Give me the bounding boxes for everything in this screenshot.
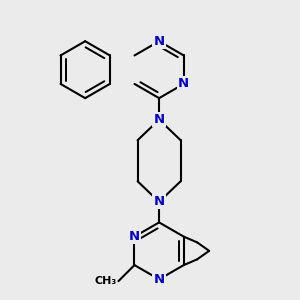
Text: N: N (154, 273, 165, 286)
Text: N: N (178, 77, 189, 90)
Text: N: N (129, 230, 140, 243)
Text: N: N (154, 195, 165, 208)
Text: N: N (154, 35, 165, 48)
Text: N: N (154, 113, 165, 126)
Text: CH₃: CH₃ (94, 276, 117, 286)
